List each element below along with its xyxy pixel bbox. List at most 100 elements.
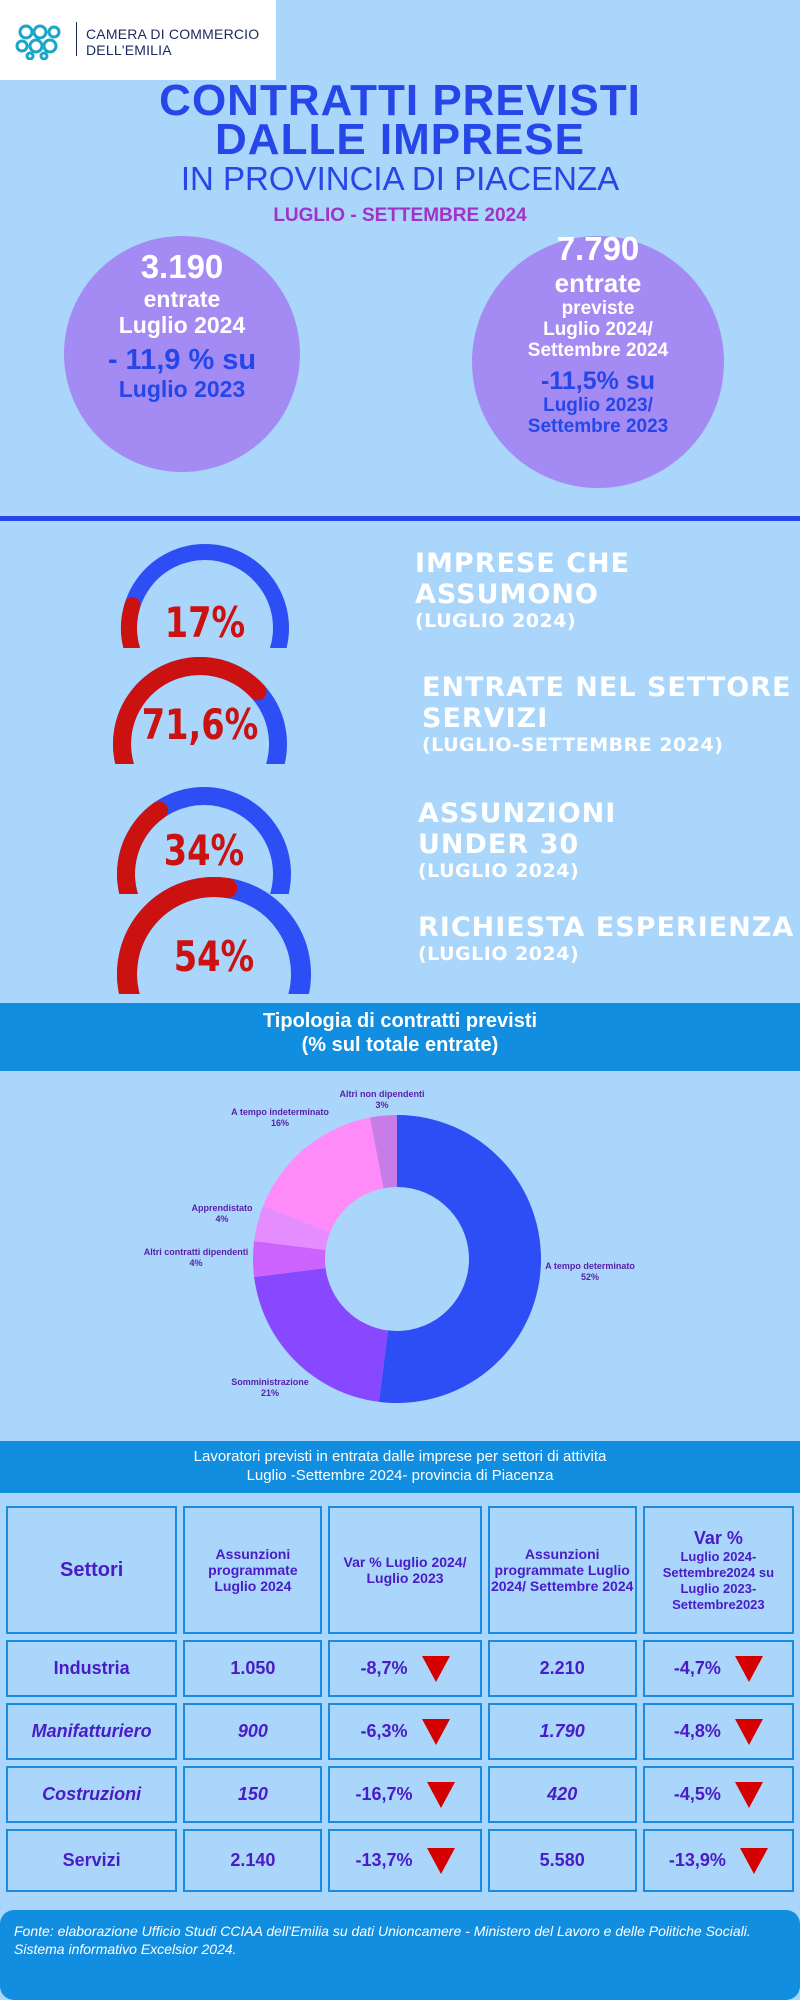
- down-arrow-icon: [421, 1718, 450, 1745]
- table-subtitle: Luglio -Settembre 2024- provincia di Pia…: [246, 1467, 554, 1484]
- gauge-label-line1: ENTRATE NEL SETTORE: [422, 672, 792, 703]
- gauge-label-line2: ASSUMONO: [415, 579, 599, 610]
- donut-slice-value: 16%: [271, 1118, 289, 1128]
- down-arrow-icon: [734, 1718, 763, 1745]
- gauge-label-period: (LUGLIO-SETTEMBRE 2024): [422, 734, 724, 756]
- period-label: LUGLIO - SETTEMBRE 2024: [273, 205, 527, 226]
- stat-line2: previste: [561, 298, 635, 319]
- logo-separator: [76, 22, 77, 56]
- stat-line4: Settembre 2024: [527, 340, 669, 361]
- cell-settore: Servizi: [6, 1829, 178, 1892]
- gauge-label-line1: IMPRESE CHE: [415, 548, 631, 579]
- table-row: Industria 1.050 -8,7% 2.210 -4,7%: [6, 1640, 794, 1697]
- donut-slice-value: 3%: [375, 1100, 388, 1110]
- gauge-percent: 17%: [164, 598, 246, 647]
- header-var-title: Var %: [693, 1527, 743, 1548]
- gauge-2: [113, 657, 287, 764]
- donut-slice: [253, 1240, 326, 1278]
- cell-settore: Costruzioni: [6, 1766, 178, 1823]
- donut-slice-label: A tempo indeterminato: [231, 1107, 329, 1117]
- cell-ass-luglio: 2.140: [183, 1829, 323, 1892]
- down-arrow-icon: [426, 1781, 455, 1808]
- org-name: CAMERA DI COMMERCIO DELL'EMILIA: [86, 26, 259, 58]
- stat-line1: entrate: [554, 268, 642, 298]
- cell-ass-trim: 420: [487, 1766, 637, 1823]
- header-var-trimestre: Var % Luglio 2024- Settembre2024 su Lugl…: [642, 1506, 794, 1634]
- donut-slice-label: Altri non dipendenti: [340, 1089, 425, 1099]
- cell-var-luglio: -6,3%: [328, 1703, 482, 1760]
- stat-line3: Luglio 2024/: [543, 319, 653, 340]
- table-row: Costruzioni 150 -16,7% 420 -4,5%: [6, 1766, 794, 1823]
- gauge-fill: [121, 597, 141, 648]
- gauge-label: RICHIESTA ESPERIENZA (LUGLIO 2024): [418, 912, 794, 965]
- down-arrow-icon: [739, 1847, 768, 1874]
- stat-circle-quarter: 7.790 entrate previste Luglio 2024/ Sett…: [472, 230, 724, 488]
- gauge-fill: [113, 657, 267, 764]
- cell-settore: Industria: [6, 1640, 178, 1697]
- var-value: -4,5%: [673, 1783, 721, 1804]
- stat-value: 3.190: [140, 248, 224, 285]
- stat-value: 7.790: [556, 230, 640, 267]
- table-header-row: Settori Assunzioni programmate Luglio 20…: [6, 1506, 794, 1634]
- table-row: Manifatturiero 900 -6,3% 1.790 -4,8%: [6, 1703, 794, 1760]
- var-value: -6,3%: [360, 1720, 408, 1741]
- sector-table: Settori Assunzioni programmate Luglio 20…: [0, 1500, 800, 1898]
- down-arrow-icon: [734, 1781, 763, 1808]
- donut-title: Tipologia di contratti previsti: [262, 1010, 538, 1032]
- donut-slice: [378, 1115, 542, 1403]
- source-footer: Fonte: elaborazione Ufficio Studi CCIAA …: [0, 1910, 800, 2000]
- gauge-label: IMPRESE CHE ASSUMONO (LUGLIO 2024): [415, 548, 630, 632]
- cell-var-luglio: -13,7%: [328, 1829, 482, 1892]
- stat-change-ref2: Settembre 2023: [527, 416, 669, 437]
- down-arrow-icon: [421, 1655, 450, 1682]
- var-value: -4,7%: [673, 1657, 721, 1678]
- source-text: Fonte: elaborazione Ufficio Studi CCIAA …: [14, 1923, 751, 1957]
- cell-ass-luglio: 900: [183, 1703, 323, 1760]
- down-arrow-icon: [426, 1847, 455, 1874]
- cell-ass-luglio: 150: [183, 1766, 323, 1823]
- donut-slice-label: Somministrazione: [231, 1377, 309, 1387]
- main-title-line2: DALLE IMPRESE: [215, 115, 585, 164]
- donut-subtitle: (% sul totale entrate): [301, 1034, 499, 1056]
- down-arrow-icon: [734, 1655, 763, 1682]
- var-value: -16,7%: [355, 1783, 413, 1804]
- stat-line1: entrate: [143, 286, 221, 312]
- stat-line2: Luglio 2024: [118, 312, 246, 338]
- donut-title-band: Tipologia di contratti previsti (% sul t…: [0, 1003, 800, 1071]
- gauge-label-period: (LUGLIO 2024): [418, 860, 580, 882]
- donut-slice: [370, 1115, 397, 1189]
- header-var-period: Luglio 2024- Settembre2024 su Luglio 202…: [662, 1548, 775, 1612]
- cell-var-luglio: -8,7%: [328, 1640, 482, 1697]
- cell-ass-trim: 1.790: [487, 1703, 637, 1760]
- cell-ass-trim: 2.210: [487, 1640, 637, 1697]
- donut-slice-value: 21%: [261, 1388, 279, 1398]
- stat-change: - 11,9 % su: [107, 344, 257, 376]
- donut-slice-label: A tempo determinato: [545, 1261, 635, 1271]
- org-name-line1: CAMERA DI COMMERCIO: [86, 26, 260, 42]
- chamber-logo-icon: [15, 24, 61, 60]
- gauge-fill: [117, 801, 169, 894]
- cell-var-trim: -13,9%: [642, 1829, 794, 1892]
- table-title: Lavoratori previsti in entrata dalle imp…: [193, 1448, 607, 1465]
- gauge-label-line1: ASSUNZIONI: [418, 798, 617, 829]
- var-value: -13,9%: [668, 1849, 726, 1870]
- cell-var-luglio: -16,7%: [328, 1766, 482, 1823]
- gauge-label-period: (LUGLIO 2024): [418, 943, 580, 965]
- var-value: -8,7%: [360, 1657, 408, 1678]
- gauge-percent: 34%: [163, 826, 245, 875]
- cell-var-trim: -4,8%: [642, 1703, 794, 1760]
- header-settori: Settori: [6, 1506, 178, 1634]
- gauge-label: ASSUNZIONI UNDER 30 (LUGLIO 2024): [418, 798, 616, 882]
- gauge-label-line1: RICHIESTA ESPERIENZA: [418, 912, 795, 943]
- donut-slice-label: Apprendistato: [191, 1203, 253, 1213]
- donut-slice: [254, 1268, 388, 1402]
- donut-slice-value: 4%: [215, 1214, 228, 1224]
- var-value: -13,7%: [355, 1849, 413, 1870]
- gauge-4: [117, 877, 311, 994]
- cell-var-trim: -4,5%: [642, 1766, 794, 1823]
- donut-slice: [254, 1205, 331, 1250]
- gauge-percent: 71,6%: [141, 700, 259, 749]
- donut-slice-label: Altri contratti dipendenti: [144, 1247, 249, 1257]
- gauge-percent: 54%: [173, 932, 255, 981]
